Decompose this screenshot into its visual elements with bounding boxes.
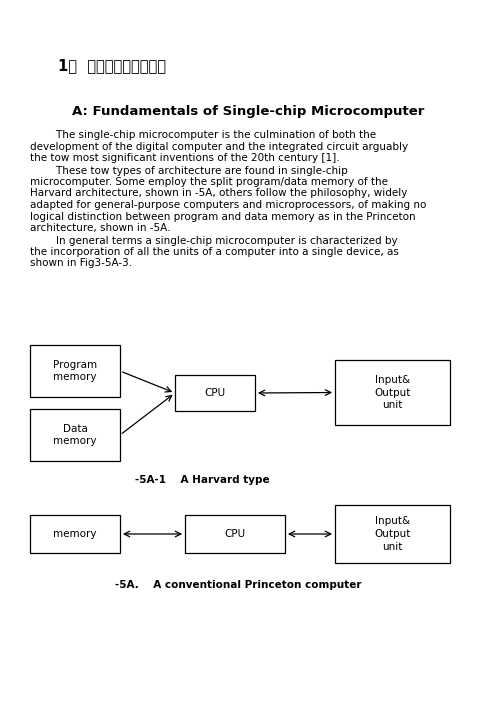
Text: In general terms a single-chip microcomputer is characterized by: In general terms a single-chip microcomp… [30,235,398,246]
Bar [335,360,450,425]
Text: Program
memory: Program memory [53,359,97,383]
Text: the incorporation of all the units of a computer into a single device, as: the incorporation of all the units of a … [30,247,399,257]
Text: microcomputer. Some employ the split program/data memory of the: microcomputer. Some employ the split pro… [30,177,388,187]
Text: The single-chip microcomputer is the culmination of both the: The single-chip microcomputer is the cul… [30,130,376,140]
Text: the tow most significant inventions of the 20th century [1].: the tow most significant inventions of t… [30,153,340,163]
Bar [335,505,450,563]
Text: Harvard architecture, shown in -5A, others follow the philosophy, widely: Harvard architecture, shown in -5A, othe… [30,189,407,199]
Bar [30,515,120,553]
Bar [30,345,120,397]
Text: architecture, shown in -5A.: architecture, shown in -5A. [30,223,171,233]
Bar [185,515,285,553]
Text: -5A.    A conventional Princeton computer: -5A. A conventional Princeton computer [115,580,362,590]
Text: 1、  外文原文（复印件）: 1、 外文原文（复印件） [58,58,166,73]
Text: Input&
Output
unit: Input& Output unit [374,375,411,410]
Text: Data
memory: Data memory [53,423,97,446]
Text: A: Fundamentals of Single-chip Microcomputer: A: Fundamentals of Single-chip Microcomp… [72,105,424,118]
Text: shown in Fig3-5A-3.: shown in Fig3-5A-3. [30,258,132,268]
Text: CPU: CPU [204,388,226,398]
Text: -5A-1    A Harvard type: -5A-1 A Harvard type [135,475,270,485]
Bar [30,409,120,461]
Bar [175,375,255,411]
Text: memory: memory [53,529,97,539]
Text: These tow types of architecture are found in single-chip: These tow types of architecture are foun… [30,166,348,176]
Text: development of the digital computer and the integrated circuit arguably: development of the digital computer and … [30,142,408,152]
Text: Input&
Output
unit: Input& Output unit [374,516,411,552]
Text: adapted for general-purpose computers and microprocessors, of making no: adapted for general-purpose computers an… [30,200,427,210]
Text: CPU: CPU [224,529,246,539]
Text: logical distinction between program and data memory as in the Princeton: logical distinction between program and … [30,211,416,222]
